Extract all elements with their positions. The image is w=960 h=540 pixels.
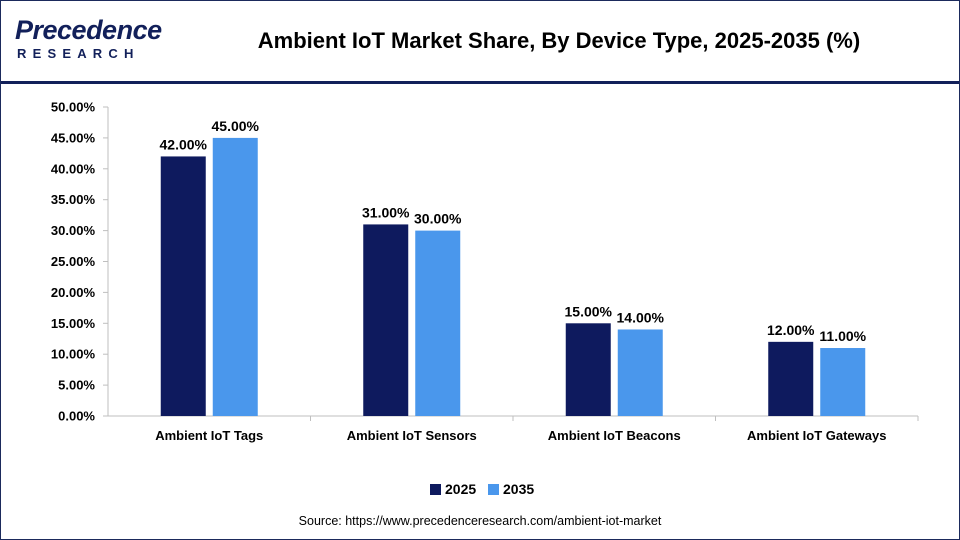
y-tick-label: 45.00% (51, 130, 96, 145)
precedence-research-logo: Precedence RESEARCH (15, 15, 165, 67)
data-label: 31.00% (362, 204, 410, 220)
bar-2035-3 (820, 348, 866, 416)
source-note: Source: https://www.precedenceresearch.c… (298, 514, 662, 528)
bar-2035-2 (617, 329, 663, 416)
bar-2025-3 (768, 341, 814, 416)
data-label: 11.00% (819, 328, 866, 344)
y-tick-label: 10.00% (51, 347, 96, 362)
legend-swatch-2025 (430, 484, 441, 495)
legend-swatch-2035 (488, 484, 499, 495)
data-label: 45.00% (212, 118, 260, 134)
legend-label: 2025 (445, 481, 476, 497)
y-tick-label: 0.00% (58, 409, 95, 424)
logo-wordmark: Precedence (15, 15, 162, 45)
y-tick-label: 15.00% (51, 316, 96, 331)
bar-2025-2 (565, 323, 611, 416)
data-label: 42.00% (160, 136, 208, 152)
header: Precedence RESEARCH Ambient IoT Market S… (1, 1, 959, 81)
bar-2025-0 (160, 156, 206, 416)
y-tick-label: 30.00% (51, 223, 96, 238)
chart-title: Ambient IoT Market Share, By Device Type… (257, 28, 861, 53)
header-divider (1, 81, 959, 84)
data-label: 15.00% (565, 303, 613, 319)
x-tick-label: Ambient IoT Gateways (747, 428, 886, 443)
y-tick-label: 5.00% (58, 378, 95, 393)
logo-subtitle: RESEARCH (17, 46, 140, 61)
y-tick-label: 20.00% (51, 285, 96, 300)
bar-2035-0 (212, 137, 258, 416)
data-label: 30.00% (414, 211, 462, 227)
legend-label: 2035 (503, 481, 534, 497)
x-tick-label: Ambient IoT Beacons (548, 428, 681, 443)
y-tick-label: 40.00% (51, 161, 96, 176)
y-tick-label: 50.00% (51, 100, 96, 115)
data-label: 12.00% (767, 322, 815, 338)
x-tick-label: Ambient IoT Sensors (347, 428, 477, 443)
bar-2035-1 (415, 230, 461, 416)
y-tick-label: 25.00% (51, 254, 96, 269)
bar-chart: 0.00% 5.00% 10.00% 15.00% 20.00% 25.00% 30.00%… (51, 100, 919, 497)
data-label: 14.00% (617, 309, 665, 325)
y-tick-label: 35.00% (51, 192, 96, 207)
x-tick-label: Ambient IoT Tags (155, 428, 263, 443)
bar-2025-1 (363, 224, 409, 416)
